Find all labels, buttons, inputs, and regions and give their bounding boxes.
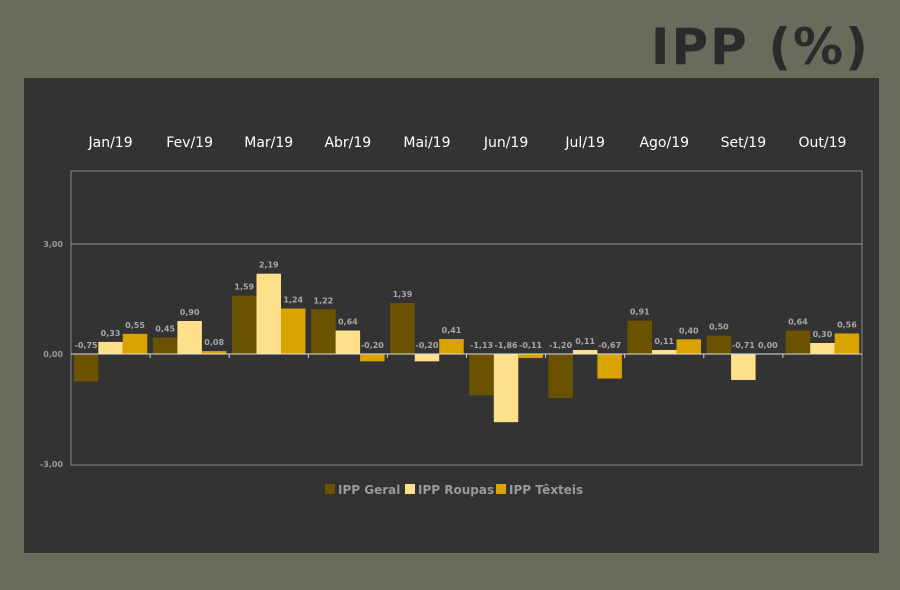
data-label: 0,11 xyxy=(654,337,674,346)
data-label: 1,24 xyxy=(283,296,303,305)
data-label: 0,91 xyxy=(630,308,650,317)
x-category-label: Set/19 xyxy=(721,135,767,151)
data-label: 2,19 xyxy=(259,261,279,270)
plot-frame xyxy=(70,170,863,466)
data-label: 0,64 xyxy=(338,318,358,327)
data-label: 0,55 xyxy=(125,321,145,330)
x-category-label: Mar/19 xyxy=(244,135,293,151)
data-label: -0,11 xyxy=(519,341,542,350)
data-label: 0,40 xyxy=(679,326,699,335)
page-title: IPP (%) xyxy=(650,18,870,76)
data-label: 0,50 xyxy=(709,323,729,332)
data-label: 1,22 xyxy=(313,296,333,305)
legend-label: IPP Geral xyxy=(338,483,400,497)
bar xyxy=(572,349,598,354)
x-category-label: Abr/19 xyxy=(324,135,371,151)
data-label: 0,30 xyxy=(813,330,833,339)
y-tick-label: 0,00 xyxy=(43,350,63,359)
bar xyxy=(627,320,652,354)
data-label: -0,67 xyxy=(598,341,621,350)
data-label: 0,45 xyxy=(155,325,175,334)
data-label: 0,56 xyxy=(837,320,857,329)
data-label: 0,90 xyxy=(180,308,200,317)
legend-swatch xyxy=(405,484,415,494)
bar xyxy=(597,354,622,379)
bar xyxy=(439,338,464,354)
legend-swatch xyxy=(496,484,506,494)
bar xyxy=(201,351,227,354)
data-label: -1,13 xyxy=(470,341,493,350)
x-category-label: Fev/19 xyxy=(166,135,213,151)
data-label: 0,64 xyxy=(788,318,808,327)
bar xyxy=(652,349,677,354)
x-category-label: Mai/19 xyxy=(403,135,450,151)
data-label: -0,71 xyxy=(732,341,755,350)
chart-panel xyxy=(24,78,879,553)
data-label: -0,75 xyxy=(75,341,98,350)
legend-swatch xyxy=(325,484,335,494)
data-label: 0,33 xyxy=(101,329,121,338)
y-tick-label: -3,00 xyxy=(40,460,63,469)
x-category-label: Jun/19 xyxy=(483,135,528,151)
bar xyxy=(360,354,385,362)
data-label: -0,20 xyxy=(361,341,384,350)
x-category-label: Out/19 xyxy=(798,135,846,151)
bar xyxy=(810,343,835,354)
data-label: 0,08 xyxy=(204,338,224,347)
bar xyxy=(335,330,361,354)
x-category-label: Ago/19 xyxy=(639,135,689,151)
bar xyxy=(518,354,543,359)
data-label: 1,59 xyxy=(234,283,254,292)
bar xyxy=(152,337,178,354)
data-label: 0,11 xyxy=(575,337,595,346)
data-label: -0,20 xyxy=(415,341,438,350)
bar xyxy=(281,308,306,354)
legend-label: IPP Têxteis xyxy=(509,483,583,497)
bar xyxy=(98,341,123,354)
bar xyxy=(256,273,281,354)
bar xyxy=(834,333,860,354)
bar xyxy=(785,330,811,354)
bar xyxy=(232,295,257,354)
x-category-label: Jul/19 xyxy=(564,135,604,151)
bar xyxy=(706,335,732,354)
bar xyxy=(73,354,99,382)
data-label: 0,41 xyxy=(442,326,462,335)
bar xyxy=(414,354,440,362)
bar xyxy=(177,321,202,354)
bar xyxy=(311,309,336,354)
data-label: 1,39 xyxy=(393,290,413,299)
data-label: -1,20 xyxy=(549,341,572,350)
legend-label: IPP Roupas xyxy=(418,483,494,497)
bar xyxy=(493,354,519,423)
data-label: -1,86 xyxy=(495,341,518,350)
bar xyxy=(676,339,701,354)
bar xyxy=(731,354,756,381)
x-category-label: Jan/19 xyxy=(87,135,132,151)
bar xyxy=(469,354,494,396)
y-tick-label: 3,00 xyxy=(43,240,63,249)
bar xyxy=(548,354,573,398)
bar xyxy=(122,333,148,354)
data-label: 0,00 xyxy=(758,341,778,350)
bar xyxy=(390,303,415,354)
